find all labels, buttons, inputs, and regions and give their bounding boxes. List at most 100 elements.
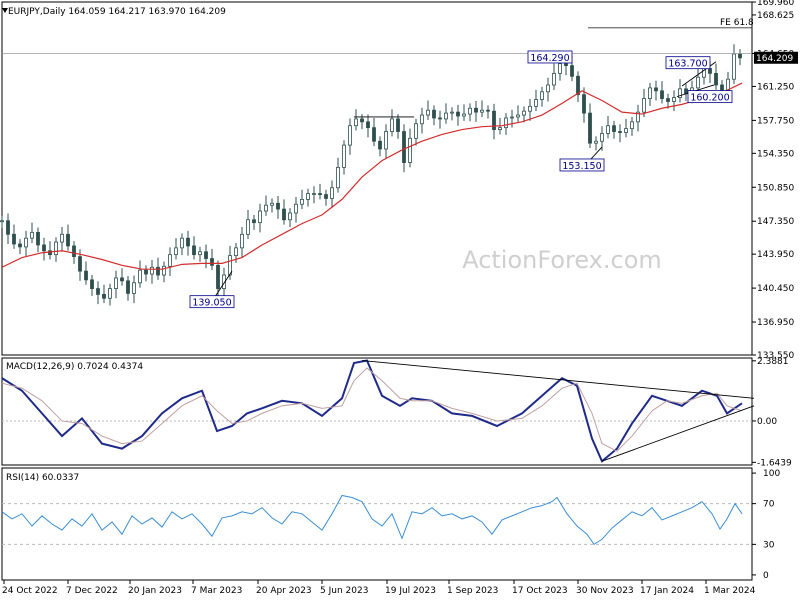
candle-body xyxy=(300,198,304,205)
candle-body xyxy=(354,118,358,127)
candle-body xyxy=(330,187,334,199)
candle-body xyxy=(636,111,640,123)
date-tick-label: 1 Sep 2023 xyxy=(447,586,498,596)
candle-body xyxy=(42,244,46,252)
candle-body xyxy=(348,125,352,146)
candle-body xyxy=(672,97,676,102)
candle-body xyxy=(534,99,538,107)
candle-body xyxy=(468,107,472,115)
candle-body xyxy=(318,193,322,195)
candle-body xyxy=(642,98,646,113)
date-tick-label: 7 Mar 2023 xyxy=(191,586,242,596)
price-annotation-text: 153.150 xyxy=(562,161,601,172)
candle-body xyxy=(558,63,562,74)
candle-body xyxy=(66,233,70,247)
candle-body xyxy=(630,121,634,130)
candle-body xyxy=(510,116,514,119)
date-tick-label: 7 Dec 2022 xyxy=(66,586,118,596)
candle-body xyxy=(516,114,520,118)
candle-body xyxy=(678,88,682,98)
candle-body xyxy=(588,112,592,144)
candle-body xyxy=(174,247,178,256)
candle-body xyxy=(540,91,544,100)
candle-body xyxy=(714,72,718,86)
price-annotation-text: 164.290 xyxy=(530,53,569,64)
candle-body xyxy=(522,110,526,116)
main-frame xyxy=(1,1,753,356)
candle-body xyxy=(222,274,226,289)
price-annotation-text: 163.700 xyxy=(668,59,707,70)
candle-body xyxy=(624,128,628,133)
chart-dropdown-icon[interactable] xyxy=(2,8,8,13)
price-tick-label: 143.950 xyxy=(757,250,794,260)
rsi-line xyxy=(1,494,743,546)
macd-frame xyxy=(1,357,753,466)
candle-body xyxy=(0,220,4,223)
candle-body xyxy=(246,219,250,235)
candle-body xyxy=(732,53,736,80)
candle-body xyxy=(600,133,604,142)
candle-body xyxy=(492,110,496,130)
candle-body xyxy=(576,75,580,96)
moving-average-line xyxy=(1,82,743,270)
candle-body xyxy=(384,131,388,150)
price-annotation-text: 139.050 xyxy=(192,298,231,309)
candle-body xyxy=(564,63,568,67)
candle-body xyxy=(696,76,700,89)
current-price-text: 164.209 xyxy=(756,54,793,64)
candle-body xyxy=(24,237,28,248)
candle-body xyxy=(270,202,274,206)
candle-body xyxy=(78,256,82,272)
price-annotation-box xyxy=(527,50,573,64)
symbol-header: EURJPY,Daily 164.059 164.217 163.970 164… xyxy=(8,7,226,17)
price-annotation-text: 160.200 xyxy=(690,93,729,104)
candle-body xyxy=(438,117,442,120)
macd-trendline xyxy=(601,405,755,462)
candle-body xyxy=(144,269,148,275)
candle-body xyxy=(408,137,412,163)
candle-body xyxy=(216,264,220,289)
candle-body xyxy=(90,279,94,289)
rsi-tick-label: 100 xyxy=(763,469,780,479)
candle-body xyxy=(462,113,466,117)
price-tick-label: 136.950 xyxy=(757,318,794,328)
candle-body xyxy=(12,233,16,245)
candle-body xyxy=(414,123,418,139)
date-tick-label: 17 Jan 2024 xyxy=(640,586,694,596)
price-panel: FE 61.8 xyxy=(0,18,754,306)
candle-body xyxy=(60,233,64,243)
date-tick-label: 5 Jun 2023 xyxy=(320,586,368,596)
candle-body xyxy=(396,118,400,132)
candle-body xyxy=(186,237,190,247)
candle-body xyxy=(306,193,310,200)
candle-body xyxy=(336,166,340,189)
candle-body xyxy=(456,111,460,117)
current-price-tag xyxy=(754,51,798,64)
candle-body xyxy=(240,233,244,249)
candle-body xyxy=(378,140,382,150)
candle-body xyxy=(684,88,688,95)
date-tick-label: 1 Mar 2024 xyxy=(704,586,756,596)
candle-body xyxy=(594,140,598,144)
rsi-tick-label: 70 xyxy=(763,500,775,510)
watermark: ActionForex.com xyxy=(462,246,662,274)
macd-trendline xyxy=(361,360,755,399)
price-tick-label: 168.625 xyxy=(757,11,794,21)
signal-line xyxy=(1,367,743,452)
candle-body xyxy=(276,202,280,210)
candle-body xyxy=(426,109,430,116)
fib-label: FE 61.8 xyxy=(720,18,754,28)
candle-body xyxy=(294,203,298,214)
candle-body xyxy=(258,210,262,224)
panel-frames xyxy=(1,1,753,581)
price-annotation-box xyxy=(559,158,605,172)
price-tick-label: 157.750 xyxy=(757,116,794,126)
rsi-tick-label: 30 xyxy=(763,540,775,550)
candle-body xyxy=(228,255,232,276)
candle-body xyxy=(444,112,448,120)
candle-body xyxy=(150,266,154,275)
rsi-frame xyxy=(1,467,753,581)
price-tick-label: 169.960 xyxy=(757,0,794,8)
price-annotation-box xyxy=(665,56,711,70)
